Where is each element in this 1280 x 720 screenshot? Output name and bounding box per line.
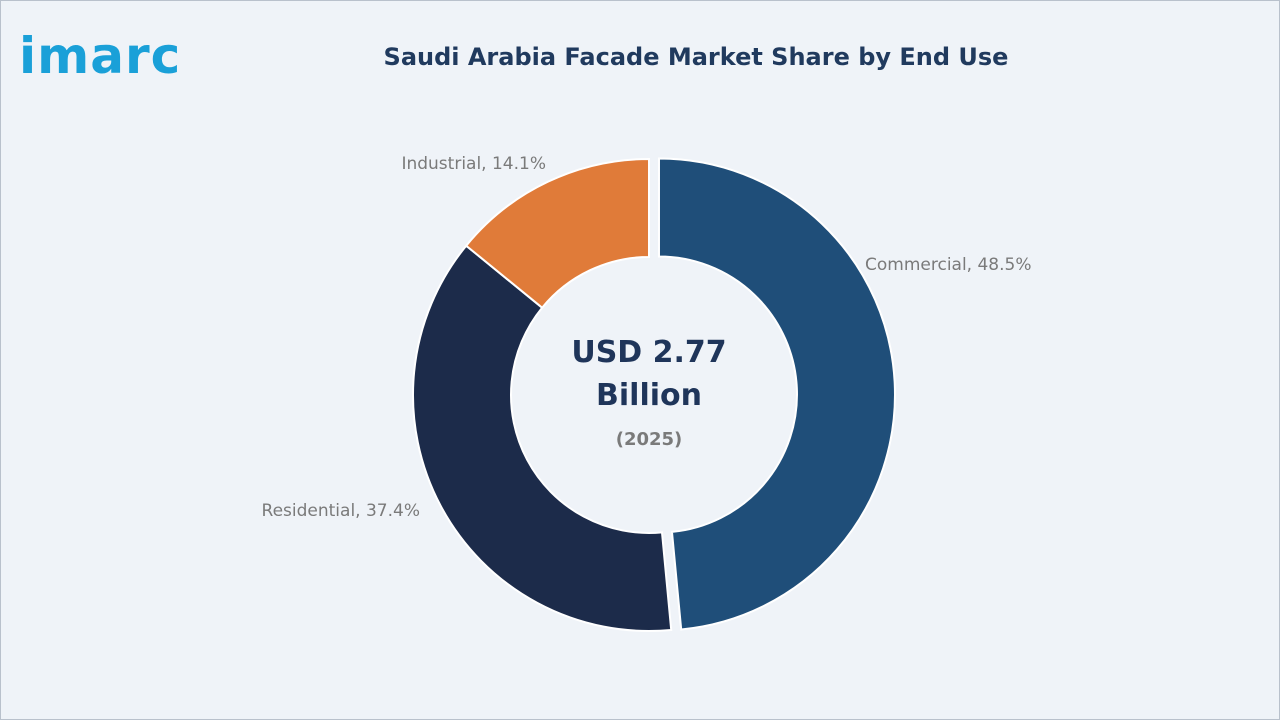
chart-title: Saudi Arabia Facade Market Share by End … bbox=[383, 43, 1009, 71]
center-value-line1: USD 2.77 bbox=[571, 335, 726, 370]
imarc-logo: imarc bbox=[19, 17, 209, 87]
donut-slices bbox=[412, 157, 896, 632]
logo-text: imarc bbox=[19, 27, 182, 85]
center-value-line2: Billion bbox=[596, 378, 702, 413]
center-year: (2025) bbox=[616, 429, 683, 450]
slice-industrial bbox=[464, 157, 650, 310]
slice-label-industrial: Industrial, 14.1% bbox=[401, 154, 546, 174]
slice-commercial bbox=[657, 157, 896, 631]
slice-residential bbox=[412, 244, 673, 632]
slice-label-residential: Residential, 37.4% bbox=[262, 501, 420, 521]
slice-label-commercial: Commercial, 48.5% bbox=[865, 255, 1032, 275]
slice-labels: Commercial, 48.5% Residential, 37.4% Indus… bbox=[262, 154, 1032, 521]
